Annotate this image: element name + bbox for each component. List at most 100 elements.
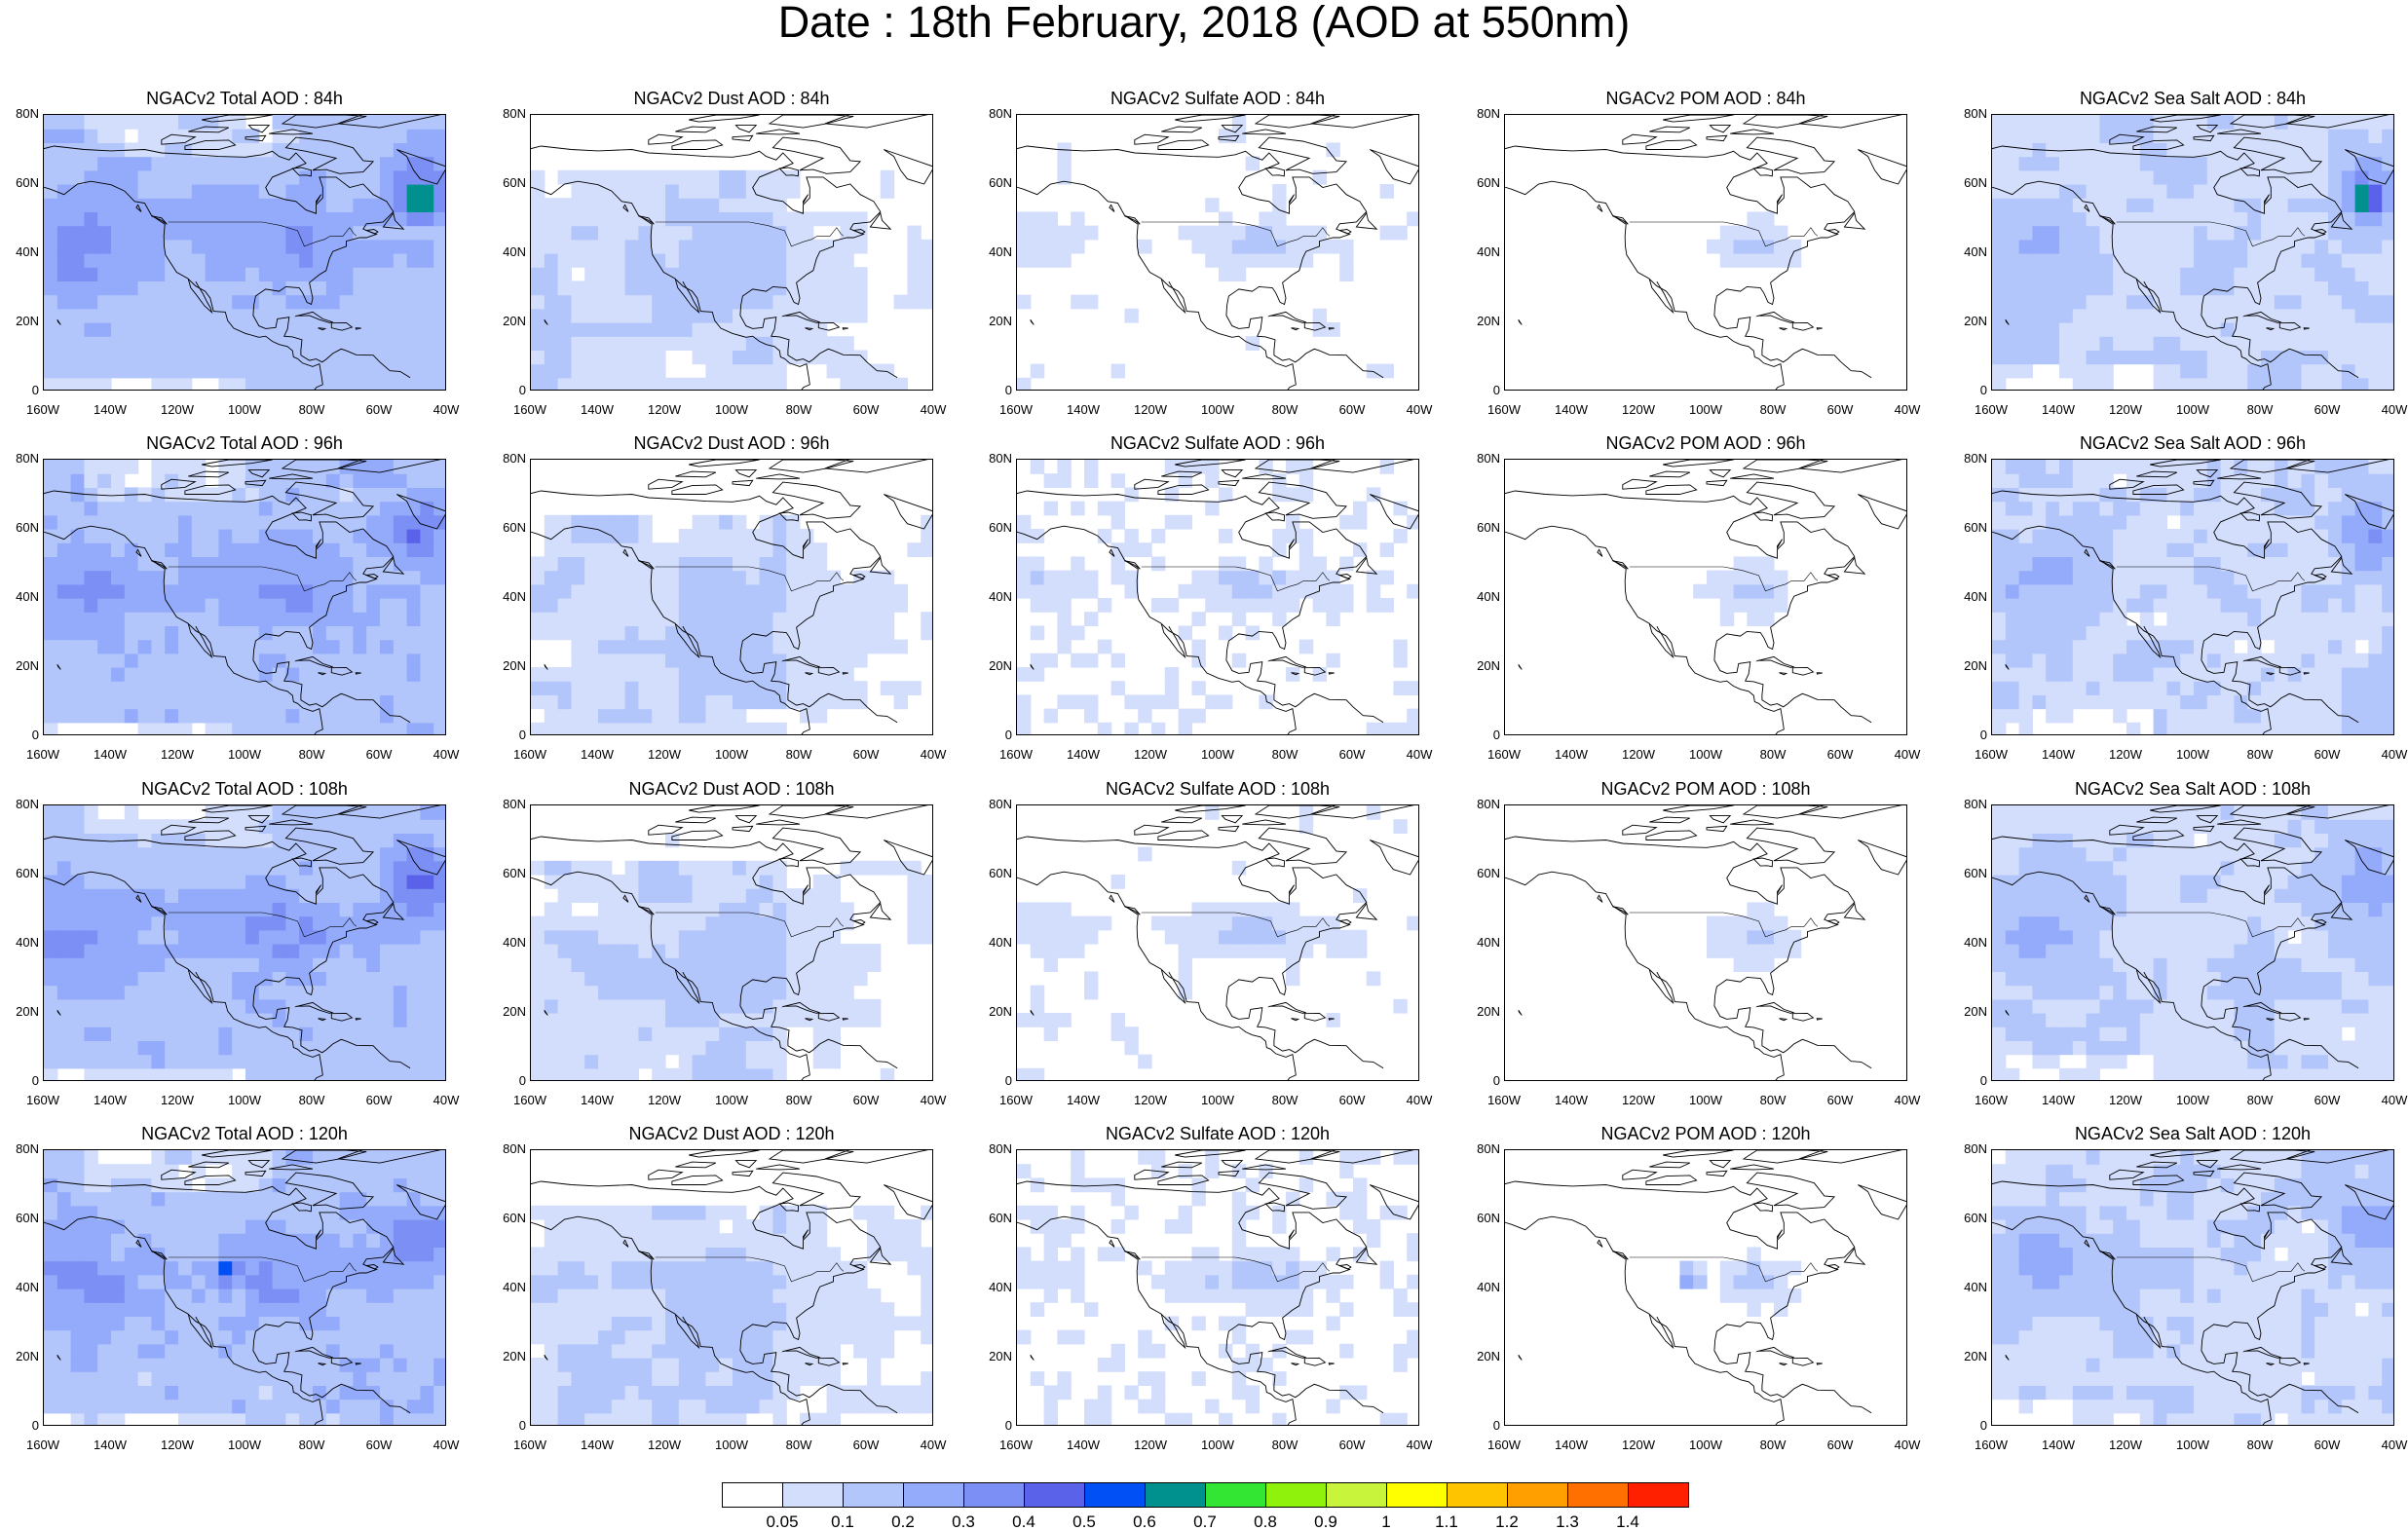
colorbar-swatch <box>1265 1482 1327 1508</box>
coastlines <box>531 1150 932 1425</box>
us-canada-border <box>168 912 357 938</box>
lon-tick-label: 40W <box>1406 1438 1433 1452</box>
lat-tick-label: 20N <box>1477 1349 1500 1363</box>
lon-tick-label: 80W <box>2246 402 2274 417</box>
aod-field <box>531 460 932 734</box>
colorbar-label: 0.2 <box>891 1512 915 1531</box>
coastlines <box>1505 1150 1906 1425</box>
lat-tick-label: 40N <box>989 1280 1012 1294</box>
lon-tick-label: 120W <box>1622 1438 1655 1452</box>
us-canada-border <box>2116 221 2306 247</box>
lon-tick-label: 60W <box>852 1438 880 1452</box>
lon-tick-label: 80W <box>2246 747 2274 762</box>
map-panel <box>530 459 933 735</box>
lat-tick-label: 80N <box>16 106 39 121</box>
lon-tick-label: 100W <box>715 402 748 417</box>
lon-tick-label: 80W <box>2246 1093 2274 1107</box>
lat-tick-label: 0 <box>1492 1418 1500 1433</box>
lat-tick-label: 60N <box>503 520 526 535</box>
panel-title: NGACv2 POM AOD : 108h <box>1600 779 1811 799</box>
lon-tick-label: 140W <box>2042 1438 2075 1452</box>
lat-tick-label: 60N <box>1477 175 1500 190</box>
lat-tick-label: 40N <box>1477 1280 1500 1294</box>
lon-tick-label: 100W <box>1201 1093 1234 1107</box>
aod-field <box>1017 805 1418 1080</box>
lon-tick-label: 120W <box>2109 402 2142 417</box>
us-canada-border <box>1141 1256 1331 1283</box>
lon-tick-label: 100W <box>2176 747 2209 762</box>
lat-tick-label: 20N <box>1477 1004 1500 1019</box>
coastlines <box>1017 460 1418 734</box>
lat-tick-label: 0 <box>31 1418 39 1433</box>
lat-tick-label: 60N <box>989 520 1012 535</box>
lat-tick-label: 80N <box>989 1141 1012 1156</box>
lon-tick-label: 120W <box>1134 1093 1167 1107</box>
aod-field <box>1992 1150 2393 1425</box>
lon-tick-label: 80W <box>1759 402 1787 417</box>
coastlines <box>1505 805 1906 1080</box>
lat-tick-label: 60N <box>1964 175 1987 190</box>
aod-field <box>44 460 445 734</box>
aod-shading <box>1992 1150 2393 1425</box>
aod-field <box>1992 805 2393 1080</box>
us-canada-border <box>1629 221 1819 247</box>
lat-tick-label: 0 <box>31 383 39 397</box>
map-panel <box>43 1149 446 1426</box>
lat-tick-label: 0 <box>1492 1073 1500 1088</box>
lat-tick-label: 80N <box>1964 1141 1987 1156</box>
lon-tick-label: 60W <box>1338 1438 1366 1452</box>
us-canada-border <box>655 912 845 938</box>
coastlines <box>1505 460 1906 734</box>
lat-tick-label: 60N <box>16 520 39 535</box>
lat-tick-label: 40N <box>1477 935 1500 950</box>
lon-tick-label: 80W <box>1271 747 1298 762</box>
lat-tick-label: 40N <box>16 589 39 604</box>
map-panel <box>43 459 446 735</box>
lon-tick-label: 60W <box>365 747 393 762</box>
lon-tick-label: 40W <box>433 1438 460 1452</box>
lon-tick-label: 140W <box>2042 402 2075 417</box>
map-panel <box>1504 459 1907 735</box>
aod-shading <box>531 514 932 734</box>
map-panel <box>1016 114 1419 391</box>
lon-tick-label: 100W <box>228 1093 261 1107</box>
map-panel <box>43 114 446 391</box>
lon-tick-label: 40W <box>1894 1093 1921 1107</box>
coastlines <box>1017 115 1418 390</box>
lon-tick-label: 40W <box>2381 747 2408 762</box>
coastlines <box>44 460 445 734</box>
lon-tick-label: 120W <box>1622 402 1655 417</box>
lon-tick-label: 80W <box>785 1093 812 1107</box>
panel-title: NGACv2 Total AOD : 120h <box>141 1124 348 1143</box>
lon-tick-label: 140W <box>94 402 127 417</box>
colorbar-label: 1 <box>1381 1512 1391 1531</box>
aod-field <box>1505 805 1906 1080</box>
lat-tick-label: 20N <box>16 314 39 328</box>
lat-tick-label: 60N <box>989 866 1012 880</box>
lon-tick-label: 120W <box>1622 747 1655 762</box>
lon-tick-label: 160W <box>1487 1093 1521 1107</box>
panel-title: NGACv2 POM AOD : 96h <box>1605 433 1806 453</box>
lon-tick-label: 160W <box>1975 1438 2008 1452</box>
map-panel <box>1016 459 1419 735</box>
aod-field <box>1505 1150 1906 1425</box>
lat-tick-label: 80N <box>1964 797 1987 811</box>
lon-tick-label: 80W <box>1271 1093 1298 1107</box>
lon-tick-label: 40W <box>433 402 460 417</box>
coastlines <box>1992 1150 2393 1425</box>
lat-tick-label: 40N <box>503 244 526 259</box>
lon-tick-label: 120W <box>1134 402 1167 417</box>
panel-title: NGACv2 Sea Salt AOD : 120h <box>2074 1124 2312 1143</box>
aod-shading <box>44 805 445 1080</box>
colorbar-label: 1.1 <box>1435 1512 1458 1531</box>
lat-tick-label: 40N <box>503 935 526 950</box>
lat-tick-label: 80N <box>16 797 39 811</box>
lat-tick-label: 0 <box>31 728 39 742</box>
lat-tick-label: 0 <box>1004 383 1012 397</box>
us-canada-border <box>1141 566 1331 592</box>
lon-tick-label: 120W <box>161 402 194 417</box>
lat-tick-label: 40N <box>1477 589 1500 604</box>
lon-tick-label: 160W <box>26 1438 59 1452</box>
lon-tick-label: 120W <box>648 747 681 762</box>
lon-tick-label: 60W <box>2314 1093 2341 1107</box>
